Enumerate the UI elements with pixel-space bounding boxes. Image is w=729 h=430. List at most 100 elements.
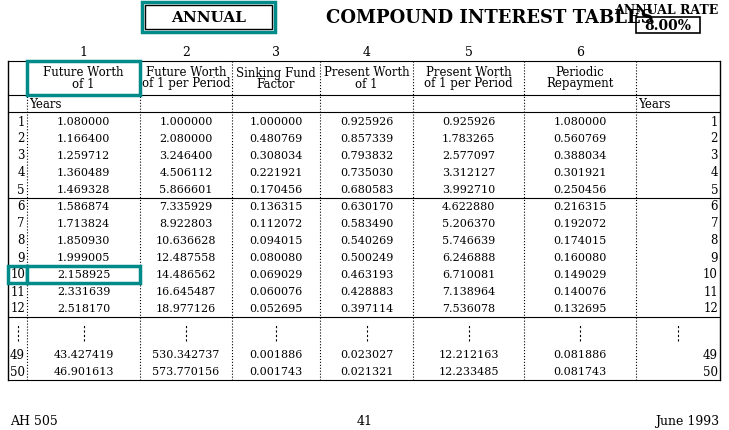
- Text: 2.518170: 2.518170: [57, 303, 110, 313]
- Text: 7.138964: 7.138964: [442, 286, 495, 296]
- Text: 6: 6: [576, 46, 584, 58]
- Text: 8.00%: 8.00%: [644, 19, 692, 33]
- Text: 3: 3: [711, 149, 718, 162]
- Text: 5: 5: [17, 183, 25, 196]
- Text: ANNUAL RATE: ANNUAL RATE: [614, 3, 718, 16]
- Text: 0.080080: 0.080080: [249, 252, 303, 262]
- Text: 0.793832: 0.793832: [340, 150, 393, 161]
- Text: 0.250456: 0.250456: [553, 184, 607, 194]
- Text: 2: 2: [182, 46, 190, 58]
- Bar: [27, 62, 140, 96]
- Text: Sinking Fund: Sinking Fund: [236, 66, 316, 79]
- Bar: [27, 266, 140, 283]
- Text: 0.480769: 0.480769: [249, 134, 303, 144]
- Text: 1.080000: 1.080000: [57, 117, 110, 127]
- Text: 49: 49: [703, 348, 718, 361]
- Text: 1.469328: 1.469328: [57, 184, 110, 194]
- Text: 0.174015: 0.174015: [553, 236, 607, 246]
- Text: 1.360489: 1.360489: [57, 168, 110, 178]
- Text: 0.301921: 0.301921: [553, 168, 607, 178]
- Text: 0.160080: 0.160080: [553, 252, 607, 262]
- Text: of 1: of 1: [72, 77, 95, 90]
- Text: 41: 41: [356, 415, 373, 427]
- Text: 0.428883: 0.428883: [340, 286, 393, 296]
- Text: 4: 4: [362, 46, 370, 58]
- Text: 2.080000: 2.080000: [160, 134, 213, 144]
- Text: 3.246400: 3.246400: [160, 150, 213, 161]
- Text: 6: 6: [17, 200, 25, 213]
- Text: 0.140076: 0.140076: [553, 286, 607, 296]
- Text: 7: 7: [17, 217, 25, 230]
- Text: 1.166400: 1.166400: [57, 134, 110, 144]
- Text: 0.857339: 0.857339: [340, 134, 393, 144]
- Text: 0.630170: 0.630170: [340, 202, 393, 212]
- Text: 7.536078: 7.536078: [442, 303, 495, 313]
- Text: 50: 50: [703, 365, 718, 378]
- Text: 0.149029: 0.149029: [553, 269, 607, 280]
- Text: of 1 per Period: of 1 per Period: [141, 77, 230, 90]
- Text: AH 505: AH 505: [10, 415, 58, 427]
- Text: 6: 6: [711, 200, 718, 213]
- Text: 2: 2: [17, 132, 25, 145]
- Text: 0.500249: 0.500249: [340, 252, 393, 262]
- Text: of 1: of 1: [355, 77, 378, 90]
- Text: 8: 8: [711, 234, 718, 247]
- Text: 0.001743: 0.001743: [249, 367, 303, 377]
- Text: Future Worth: Future Worth: [43, 66, 124, 79]
- Text: 0.132695: 0.132695: [553, 303, 607, 313]
- Text: 1.999005: 1.999005: [57, 252, 110, 262]
- Text: 1.000000: 1.000000: [249, 117, 303, 127]
- Text: 1: 1: [17, 115, 25, 128]
- Text: 10: 10: [10, 268, 25, 281]
- Text: 12.487558: 12.487558: [156, 252, 217, 262]
- Text: of 1 per Period: of 1 per Period: [424, 77, 512, 90]
- Text: 530.342737: 530.342737: [152, 350, 219, 359]
- Text: 8.922803: 8.922803: [160, 218, 213, 228]
- Text: 1: 1: [79, 46, 87, 58]
- Text: 3: 3: [272, 46, 280, 58]
- Text: 0.560769: 0.560769: [553, 134, 607, 144]
- Text: Years: Years: [29, 98, 61, 111]
- Text: 0.680583: 0.680583: [340, 184, 393, 194]
- Text: 2.158925: 2.158925: [57, 269, 110, 280]
- Text: 0.308034: 0.308034: [249, 150, 303, 161]
- Text: 1.783265: 1.783265: [442, 134, 495, 144]
- Text: 0.052695: 0.052695: [249, 303, 303, 313]
- Text: 7.335929: 7.335929: [160, 202, 213, 212]
- Text: 4.506112: 4.506112: [160, 168, 213, 178]
- Text: Periodic: Periodic: [555, 66, 604, 79]
- Text: 50: 50: [10, 365, 25, 378]
- Bar: [145, 6, 272, 30]
- Text: 1.713824: 1.713824: [57, 218, 110, 228]
- Text: 0.069029: 0.069029: [249, 269, 303, 280]
- Text: 9: 9: [17, 251, 25, 264]
- Text: 10: 10: [703, 268, 718, 281]
- Text: 0.463193: 0.463193: [340, 269, 393, 280]
- Text: 3: 3: [17, 149, 25, 162]
- Text: 0.388034: 0.388034: [553, 150, 607, 161]
- Text: 10.636628: 10.636628: [156, 236, 217, 246]
- Bar: [8, 266, 27, 283]
- Text: 4: 4: [711, 166, 718, 179]
- Text: 43.427419: 43.427419: [53, 350, 114, 359]
- Text: 0.081743: 0.081743: [553, 367, 607, 377]
- Text: 1.000000: 1.000000: [160, 117, 213, 127]
- Text: 0.583490: 0.583490: [340, 218, 393, 228]
- Text: 2.331639: 2.331639: [57, 286, 110, 296]
- Text: 5: 5: [464, 46, 472, 58]
- Text: 49: 49: [10, 348, 25, 361]
- Text: 1.586874: 1.586874: [57, 202, 110, 212]
- Text: Factor: Factor: [257, 77, 295, 90]
- Text: 5.206370: 5.206370: [442, 218, 495, 228]
- Text: Repayment: Repayment: [546, 77, 614, 90]
- Text: 46.901613: 46.901613: [53, 367, 114, 377]
- Text: 12.233485: 12.233485: [438, 367, 499, 377]
- Text: 8: 8: [17, 234, 25, 247]
- Text: 0.060076: 0.060076: [249, 286, 303, 296]
- Text: Future Worth: Future Worth: [43, 66, 124, 79]
- Text: 2.158925: 2.158925: [57, 269, 110, 280]
- Text: 5.866601: 5.866601: [160, 184, 213, 194]
- Text: 0.021321: 0.021321: [340, 367, 393, 377]
- Text: 0.081886: 0.081886: [553, 350, 607, 359]
- Text: 4: 4: [17, 166, 25, 179]
